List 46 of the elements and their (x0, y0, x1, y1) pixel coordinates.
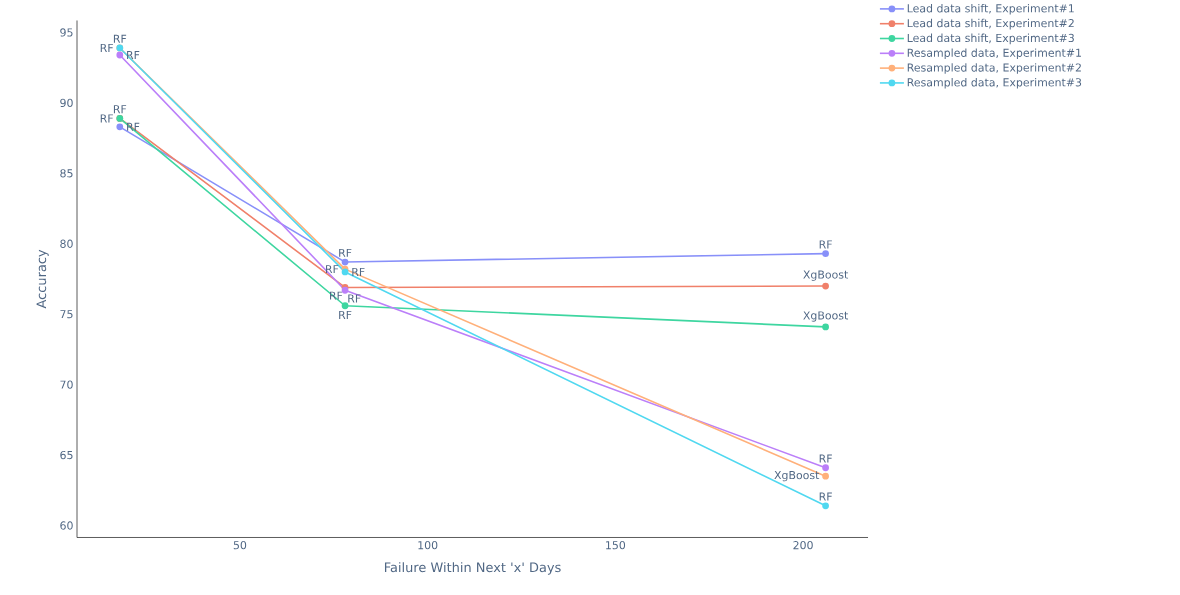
data-label: RF (339, 248, 352, 257)
legend-label: Lead data shift, Experiment#3 (907, 33, 1074, 44)
point (822, 249, 829, 257)
y-tick-label: 65 (60, 450, 73, 459)
data-label: RF (348, 294, 361, 303)
data-label: RF (819, 454, 832, 463)
x-tick-label: 150 (606, 540, 626, 550)
x-tick-label: 200 (793, 540, 813, 550)
point (822, 464, 829, 471)
data-label: RF (113, 34, 127, 43)
y-tick-label: 90 (60, 98, 73, 107)
x-tick-label: 50 (233, 540, 247, 550)
point (822, 502, 829, 509)
data-label: RF (352, 267, 365, 276)
data-label: XgBoost (803, 311, 849, 322)
x-axis-title: Failure Within Next 'x' Days (384, 561, 561, 575)
data-label: RF (819, 492, 832, 501)
point (822, 282, 829, 290)
point (116, 123, 124, 130)
y-tick-label: 70 (60, 380, 73, 389)
point (341, 258, 349, 266)
legend-label: Lead data shift, Experiment#1 (907, 3, 1074, 15)
data-label: XgBoost (803, 270, 849, 281)
y-tick-label: 75 (60, 309, 73, 319)
point (341, 302, 349, 309)
data-label: RF (326, 264, 339, 273)
legend-label: Resampled data, Experiment#2 (907, 62, 1081, 74)
point (822, 323, 829, 331)
data-label: RF (339, 310, 352, 319)
legend-label: Lead data shift, Experiment#2 (907, 18, 1074, 30)
data-label: XgBoost (774, 470, 820, 482)
y-tick-label: 95 (60, 28, 73, 37)
y-tick-label: 80 (60, 239, 73, 248)
data-label: RF (127, 50, 140, 59)
x-tick-label: 100 (418, 540, 438, 550)
data-label: RF (100, 114, 113, 123)
data-label: RF (100, 43, 113, 52)
y-tick-label: 60 (60, 521, 73, 530)
legend-label: Resampled data, Experiment#3 (907, 77, 1082, 89)
point (116, 51, 124, 59)
y-tick-label: 85 (60, 168, 73, 178)
point (822, 472, 829, 480)
y-axis-title: Accuracy (36, 249, 49, 309)
legend-label: Resampled data, Experiment#1 (907, 48, 1081, 59)
data-label: RF (113, 104, 127, 113)
data-label: RF (819, 240, 832, 249)
